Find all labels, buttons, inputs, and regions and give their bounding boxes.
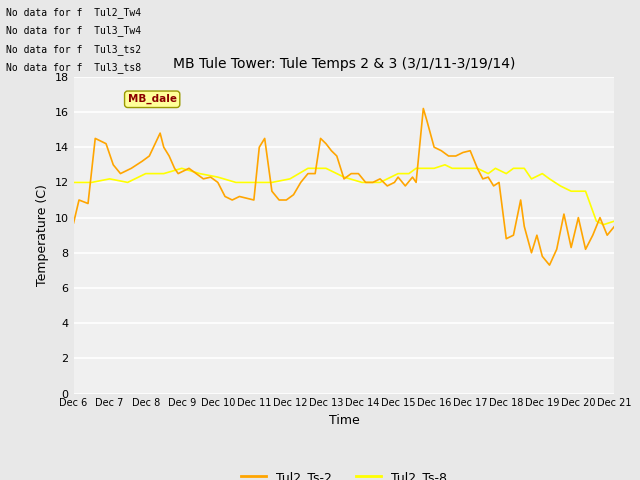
Text: No data for f  Tul2_Tw4: No data for f Tul2_Tw4 [6,7,141,18]
Text: MB_dale: MB_dale [128,94,177,105]
Text: No data for f  Tul3_Tw4: No data for f Tul3_Tw4 [6,25,141,36]
Y-axis label: Temperature (C): Temperature (C) [36,184,49,286]
X-axis label: Time: Time [328,414,360,427]
Text: No data for f  Tul3_ts8: No data for f Tul3_ts8 [6,62,141,73]
Legend: Tul2_Ts-2, Tul2_Ts-8: Tul2_Ts-2, Tul2_Ts-8 [236,466,452,480]
Text: No data for f  Tul3_ts2: No data for f Tul3_ts2 [6,44,141,55]
Title: MB Tule Tower: Tule Temps 2 & 3 (3/1/11-3/19/14): MB Tule Tower: Tule Temps 2 & 3 (3/1/11-… [173,58,515,72]
